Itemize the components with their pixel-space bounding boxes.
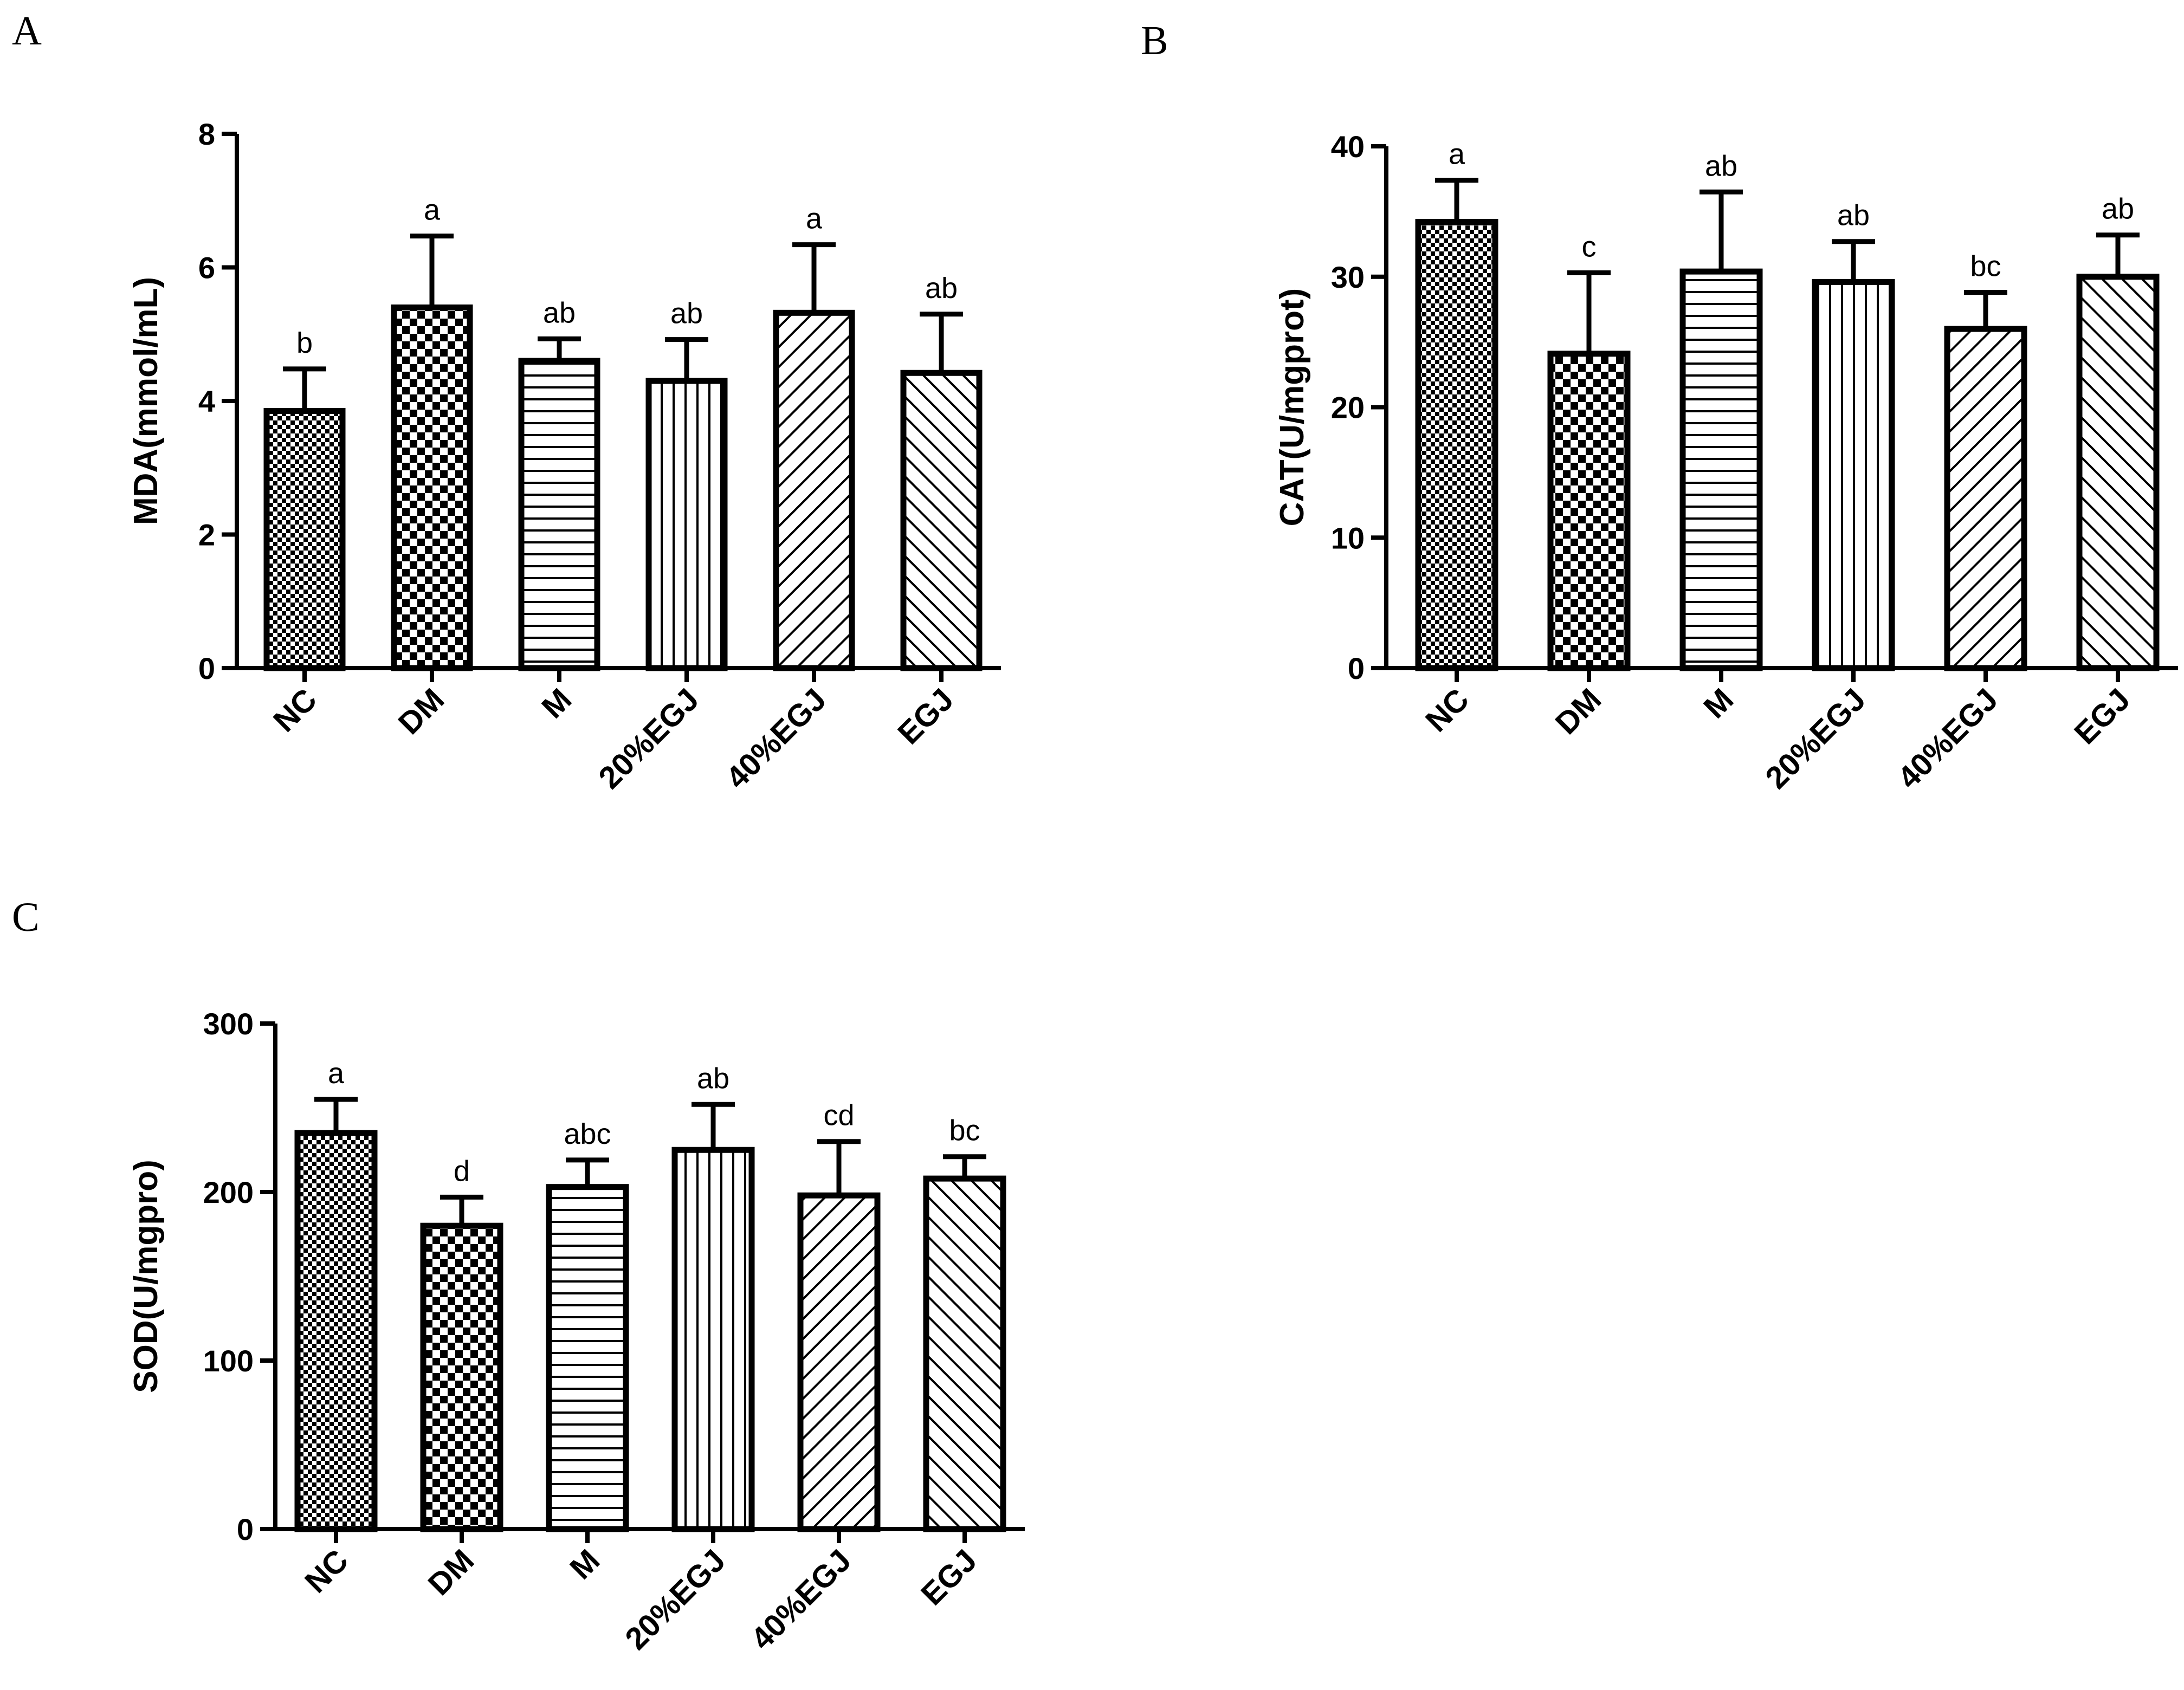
chart-cat: a NC c DM ab Mab 20%EGJ bc 40%EGJ ab EGJ 0 10 20 30 40 C…: [1274, 129, 2178, 795]
x-label-a-4: 20%EGJ: [592, 682, 706, 795]
bar-b-nc: [1415, 219, 1498, 671]
y-tick-label-c-3: 300: [203, 1007, 254, 1041]
y-tick-label-a-3: 6: [198, 251, 215, 285]
chart-mda: b NC a DM ab Mab 20%EGJ a 40%EGJ ab EGJ 0 2 4 6 8 MDA(mm…: [127, 117, 1001, 795]
bar-b-20pctegj: [1812, 279, 1895, 671]
y-tick-label-c-0: 0: [237, 1512, 254, 1546]
x-label-c-6: EGJ: [914, 1543, 984, 1612]
y-tick-label-a-4: 8: [198, 117, 215, 151]
bar-a-egj: [900, 370, 983, 671]
sig-label-b-6: ab: [2102, 193, 2134, 225]
sig-label-b-5: bc: [1970, 250, 2001, 283]
x-label-c-1: NC: [298, 1543, 355, 1600]
bar-b-m: [1679, 268, 1763, 671]
x-label-a-5: 40%EGJ: [719, 682, 833, 795]
y-tick-label-c-2: 200: [203, 1175, 254, 1209]
sig-label-c-6: bc: [949, 1115, 980, 1147]
panel-letter-b: B: [1141, 18, 1168, 63]
sig-label-c-3: abc: [564, 1118, 611, 1150]
bar-c-m: [546, 1184, 629, 1532]
x-label-b-2: DM: [1548, 682, 1608, 741]
bar-c-dm: [420, 1222, 503, 1532]
y-tick-label-a-2: 4: [198, 384, 215, 418]
bar-a-m: [518, 358, 600, 671]
x-label-b-4: 20%EGJ: [1759, 682, 1872, 795]
bar-a-dm: [391, 304, 473, 671]
x-label-a-6: EGJ: [891, 682, 960, 751]
sig-label-a-1: b: [296, 327, 313, 359]
y-tick-label-b-4: 40: [1331, 129, 1365, 164]
bar-c-nc: [294, 1130, 378, 1532]
y-tick-label-b-0: 0: [1348, 651, 1365, 685]
sig-label-b-3: ab: [1705, 150, 1737, 182]
bar-b-dm: [1547, 351, 1631, 671]
x-label-b-1: NC: [1419, 682, 1476, 739]
sig-label-b-2: c: [1582, 231, 1597, 263]
y-axis-title-a: MDA(mmol/mL): [127, 277, 165, 525]
y-axis-title-c: SOD(U/mgpro): [127, 1160, 165, 1393]
x-label-a-1: NC: [267, 682, 324, 739]
sig-label-c-5: cd: [823, 1099, 854, 1132]
sig-label-a-6: ab: [925, 272, 958, 305]
x-label-a-3: M: [535, 682, 578, 725]
x-label-b-6: EGJ: [2067, 682, 2137, 751]
sig-label-c-2: d: [454, 1155, 470, 1187]
panel-letter-a: A: [12, 8, 42, 54]
chart-sod: a NC d DM abc Mab 20%EGJ cd 40%EGJ bc EGJ 0 100 200 30…: [127, 1007, 1025, 1656]
sig-label-c-4: ab: [697, 1062, 729, 1095]
x-label-b-3: M: [1697, 682, 1740, 725]
bar-a-nc: [263, 407, 346, 671]
bar-c-40pctegj: [797, 1192, 881, 1532]
bar-a-20pctegj: [645, 378, 728, 671]
panel-letter-c: C: [12, 895, 40, 940]
sig-label-a-4: ab: [670, 297, 703, 330]
sig-label-a-5: a: [806, 203, 823, 235]
bar-c-20pctegj: [671, 1147, 755, 1532]
sig-label-b-4: ab: [1837, 199, 1870, 232]
y-tick-label-c-1: 100: [203, 1344, 254, 1378]
sig-label-a-2: a: [424, 194, 441, 226]
bar-b-40pctegj: [1944, 326, 2027, 671]
x-label-c-2: DM: [421, 1543, 481, 1602]
y-tick-label-b-2: 20: [1331, 391, 1365, 425]
sig-label-a-3: ab: [543, 296, 576, 329]
y-tick-label-b-1: 10: [1331, 521, 1365, 555]
x-label-b-5: 40%EGJ: [1891, 682, 2005, 795]
x-label-c-5: 40%EGJ: [744, 1543, 858, 1656]
y-axis-title-b: CAT(U/mgprot): [1274, 288, 1311, 527]
y-tick-label-a-1: 2: [198, 518, 215, 552]
y-tick-label-b-3: 30: [1331, 260, 1365, 294]
y-tick-label-a-0: 0: [198, 651, 215, 685]
bar-b-egj: [2076, 274, 2160, 671]
sig-label-b-1: a: [1449, 138, 1465, 171]
x-label-c-4: 20%EGJ: [618, 1543, 732, 1656]
sig-label-c-1: a: [328, 1057, 345, 1090]
x-label-a-2: DM: [391, 682, 451, 741]
x-label-c-3: M: [563, 1543, 606, 1586]
bar-c-egj: [923, 1175, 1006, 1532]
bar-a-40pctegj: [773, 309, 855, 671]
